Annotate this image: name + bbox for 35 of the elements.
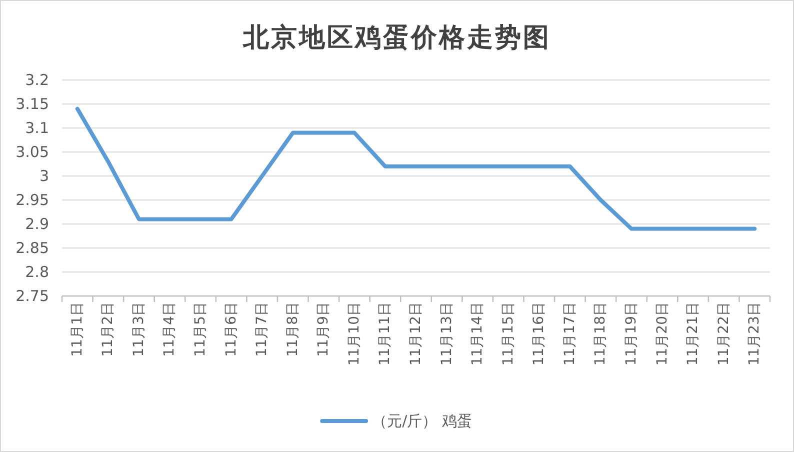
- legend-label: （元/斤） 鸡蛋: [372, 412, 472, 430]
- x-tick-label: 11月4日: [162, 302, 178, 357]
- y-tick-label: 3.05: [16, 143, 49, 161]
- y-tick-label: 3.15: [16, 95, 49, 113]
- x-tick-label: 11月9日: [316, 302, 332, 357]
- x-tick-label: 11月12日: [408, 302, 424, 366]
- x-tick-label: 11月7日: [254, 302, 270, 357]
- title: 北京地区鸡蛋价格走势图: [243, 23, 551, 53]
- x-tick-label: 11月18日: [592, 302, 609, 366]
- x-tick-label: 11月2日: [100, 302, 116, 357]
- x-tick-label: 11月10日: [346, 302, 362, 366]
- y-tick-label: 3: [39, 167, 49, 185]
- x-tick-label: 11月22日: [716, 302, 732, 366]
- y-tick-label: 3.2: [25, 71, 49, 89]
- y-tick-label: 2.85: [16, 239, 49, 257]
- x-tick-label: 11月14日: [470, 302, 486, 366]
- x-tick-label: 11月6日: [223, 302, 240, 357]
- x-tick-label: 11月15日: [500, 302, 516, 366]
- x-tick-label: 11月16日: [531, 302, 548, 366]
- y-tick-label: 2.9: [25, 215, 49, 233]
- x-tick-label: 11月11日: [377, 302, 394, 366]
- y-tick-label: 3.1: [25, 119, 49, 137]
- y-tick-label: 2.8: [25, 263, 49, 281]
- x-tick-label: 11月21日: [685, 302, 702, 366]
- x-tick-label: 11月1日: [69, 302, 86, 357]
- x-tick-label: 11月5日: [192, 302, 209, 357]
- y-tick-label: 2.95: [16, 191, 49, 209]
- x-tick-label: 11月8日: [284, 302, 301, 357]
- x-tick-label: 11月3日: [130, 302, 147, 357]
- x-tick-label: 11月20日: [654, 302, 670, 366]
- y-tick-label: 2.75: [16, 287, 49, 305]
- x-tick-label: 11月13日: [438, 302, 455, 366]
- x-tick-label: 11月23日: [746, 302, 763, 366]
- x-tick-label: 11月19日: [623, 302, 640, 366]
- x-tick-label: 11月17日: [562, 302, 578, 366]
